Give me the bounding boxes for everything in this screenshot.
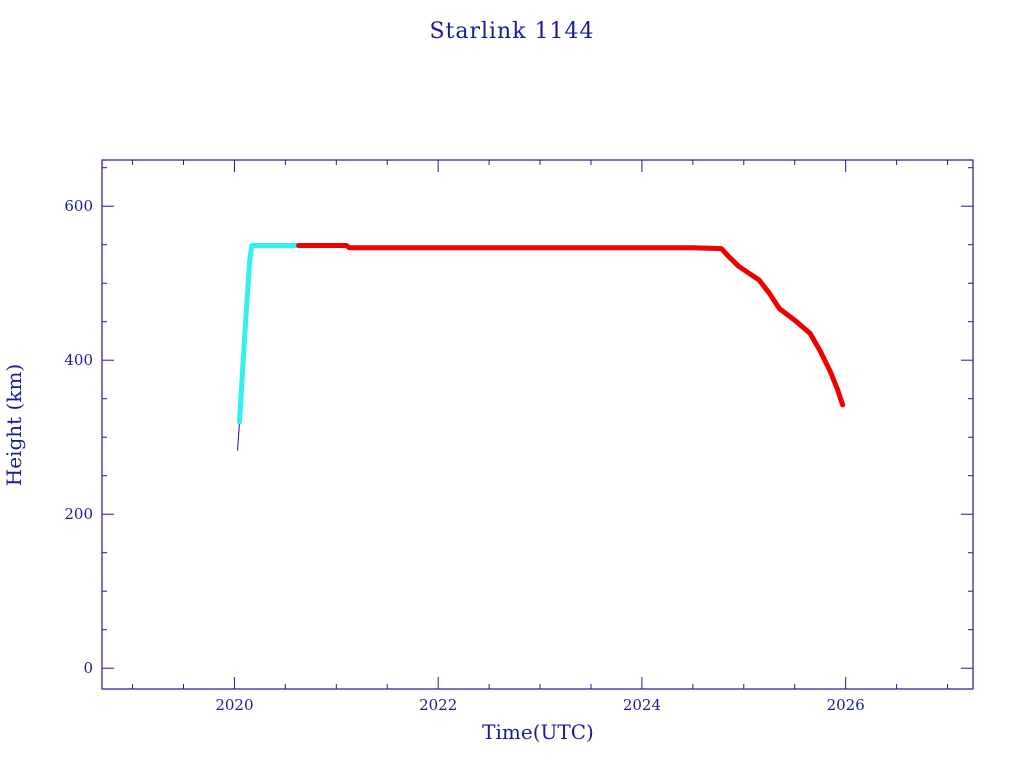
y-tick-label: 600 <box>64 197 93 215</box>
plot-frame <box>101 159 974 690</box>
y-axis-label: Height (km) <box>2 364 26 486</box>
y-tick-label: 400 <box>64 351 93 369</box>
series-line-1 <box>237 421 240 451</box>
series-line-2 <box>237 243 302 425</box>
series-line-3 <box>296 243 846 408</box>
y-tick-label: 200 <box>64 505 93 523</box>
x-tick-label: 2022 <box>419 696 457 714</box>
x-axis-label: Time(UTC) <box>482 720 594 744</box>
x-tick-label: 2020 <box>215 696 253 714</box>
y-tick-label: 0 <box>83 659 93 677</box>
x-tick-label: 2026 <box>827 696 865 714</box>
x-axis-ticks: 2020 2022 2024 2026 <box>132 160 949 714</box>
chart-title: Starlink 1144 <box>429 19 594 44</box>
y-axis-ticks: 0 200 400 600 <box>64 167 973 677</box>
series-layer <box>237 243 846 451</box>
x-tick-label: 2024 <box>623 696 661 714</box>
